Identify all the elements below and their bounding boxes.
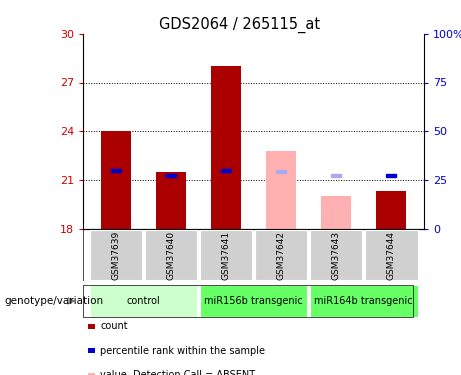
Bar [221,169,231,172]
Text: miR156b transgenic: miR156b transgenic [204,296,303,306]
Bar [101,131,131,229]
Bar [156,172,186,229]
Bar [310,285,418,317]
Text: GSM37641: GSM37641 [222,230,230,280]
Text: percentile rank within the sample: percentile rank within the sample [100,346,266,355]
Text: value, Detection Call = ABSENT: value, Detection Call = ABSENT [100,370,255,375]
Bar [310,230,362,280]
Text: miR164b transgenic: miR164b transgenic [314,296,413,306]
Bar [145,230,197,280]
Text: GSM37644: GSM37644 [387,231,396,279]
Bar [89,230,142,280]
Bar [365,230,418,280]
Bar [276,170,286,173]
Text: GDS2064 / 265115_at: GDS2064 / 265115_at [159,17,320,33]
Text: GSM37643: GSM37643 [331,230,341,280]
Bar [111,169,121,172]
Bar [254,230,307,280]
Bar [321,196,351,229]
Bar [266,151,296,229]
Bar [200,285,307,317]
Bar [386,174,396,177]
Text: GSM37642: GSM37642 [277,231,285,279]
Bar [166,174,176,177]
Bar [211,66,241,229]
Text: GSM37640: GSM37640 [166,230,176,280]
Bar [89,285,197,317]
Text: control: control [127,296,160,306]
Text: genotype/variation: genotype/variation [5,296,104,306]
Text: count: count [100,321,128,331]
Bar [376,191,406,229]
Bar [331,174,341,177]
Bar [200,230,253,280]
Text: GSM37639: GSM37639 [112,230,120,280]
